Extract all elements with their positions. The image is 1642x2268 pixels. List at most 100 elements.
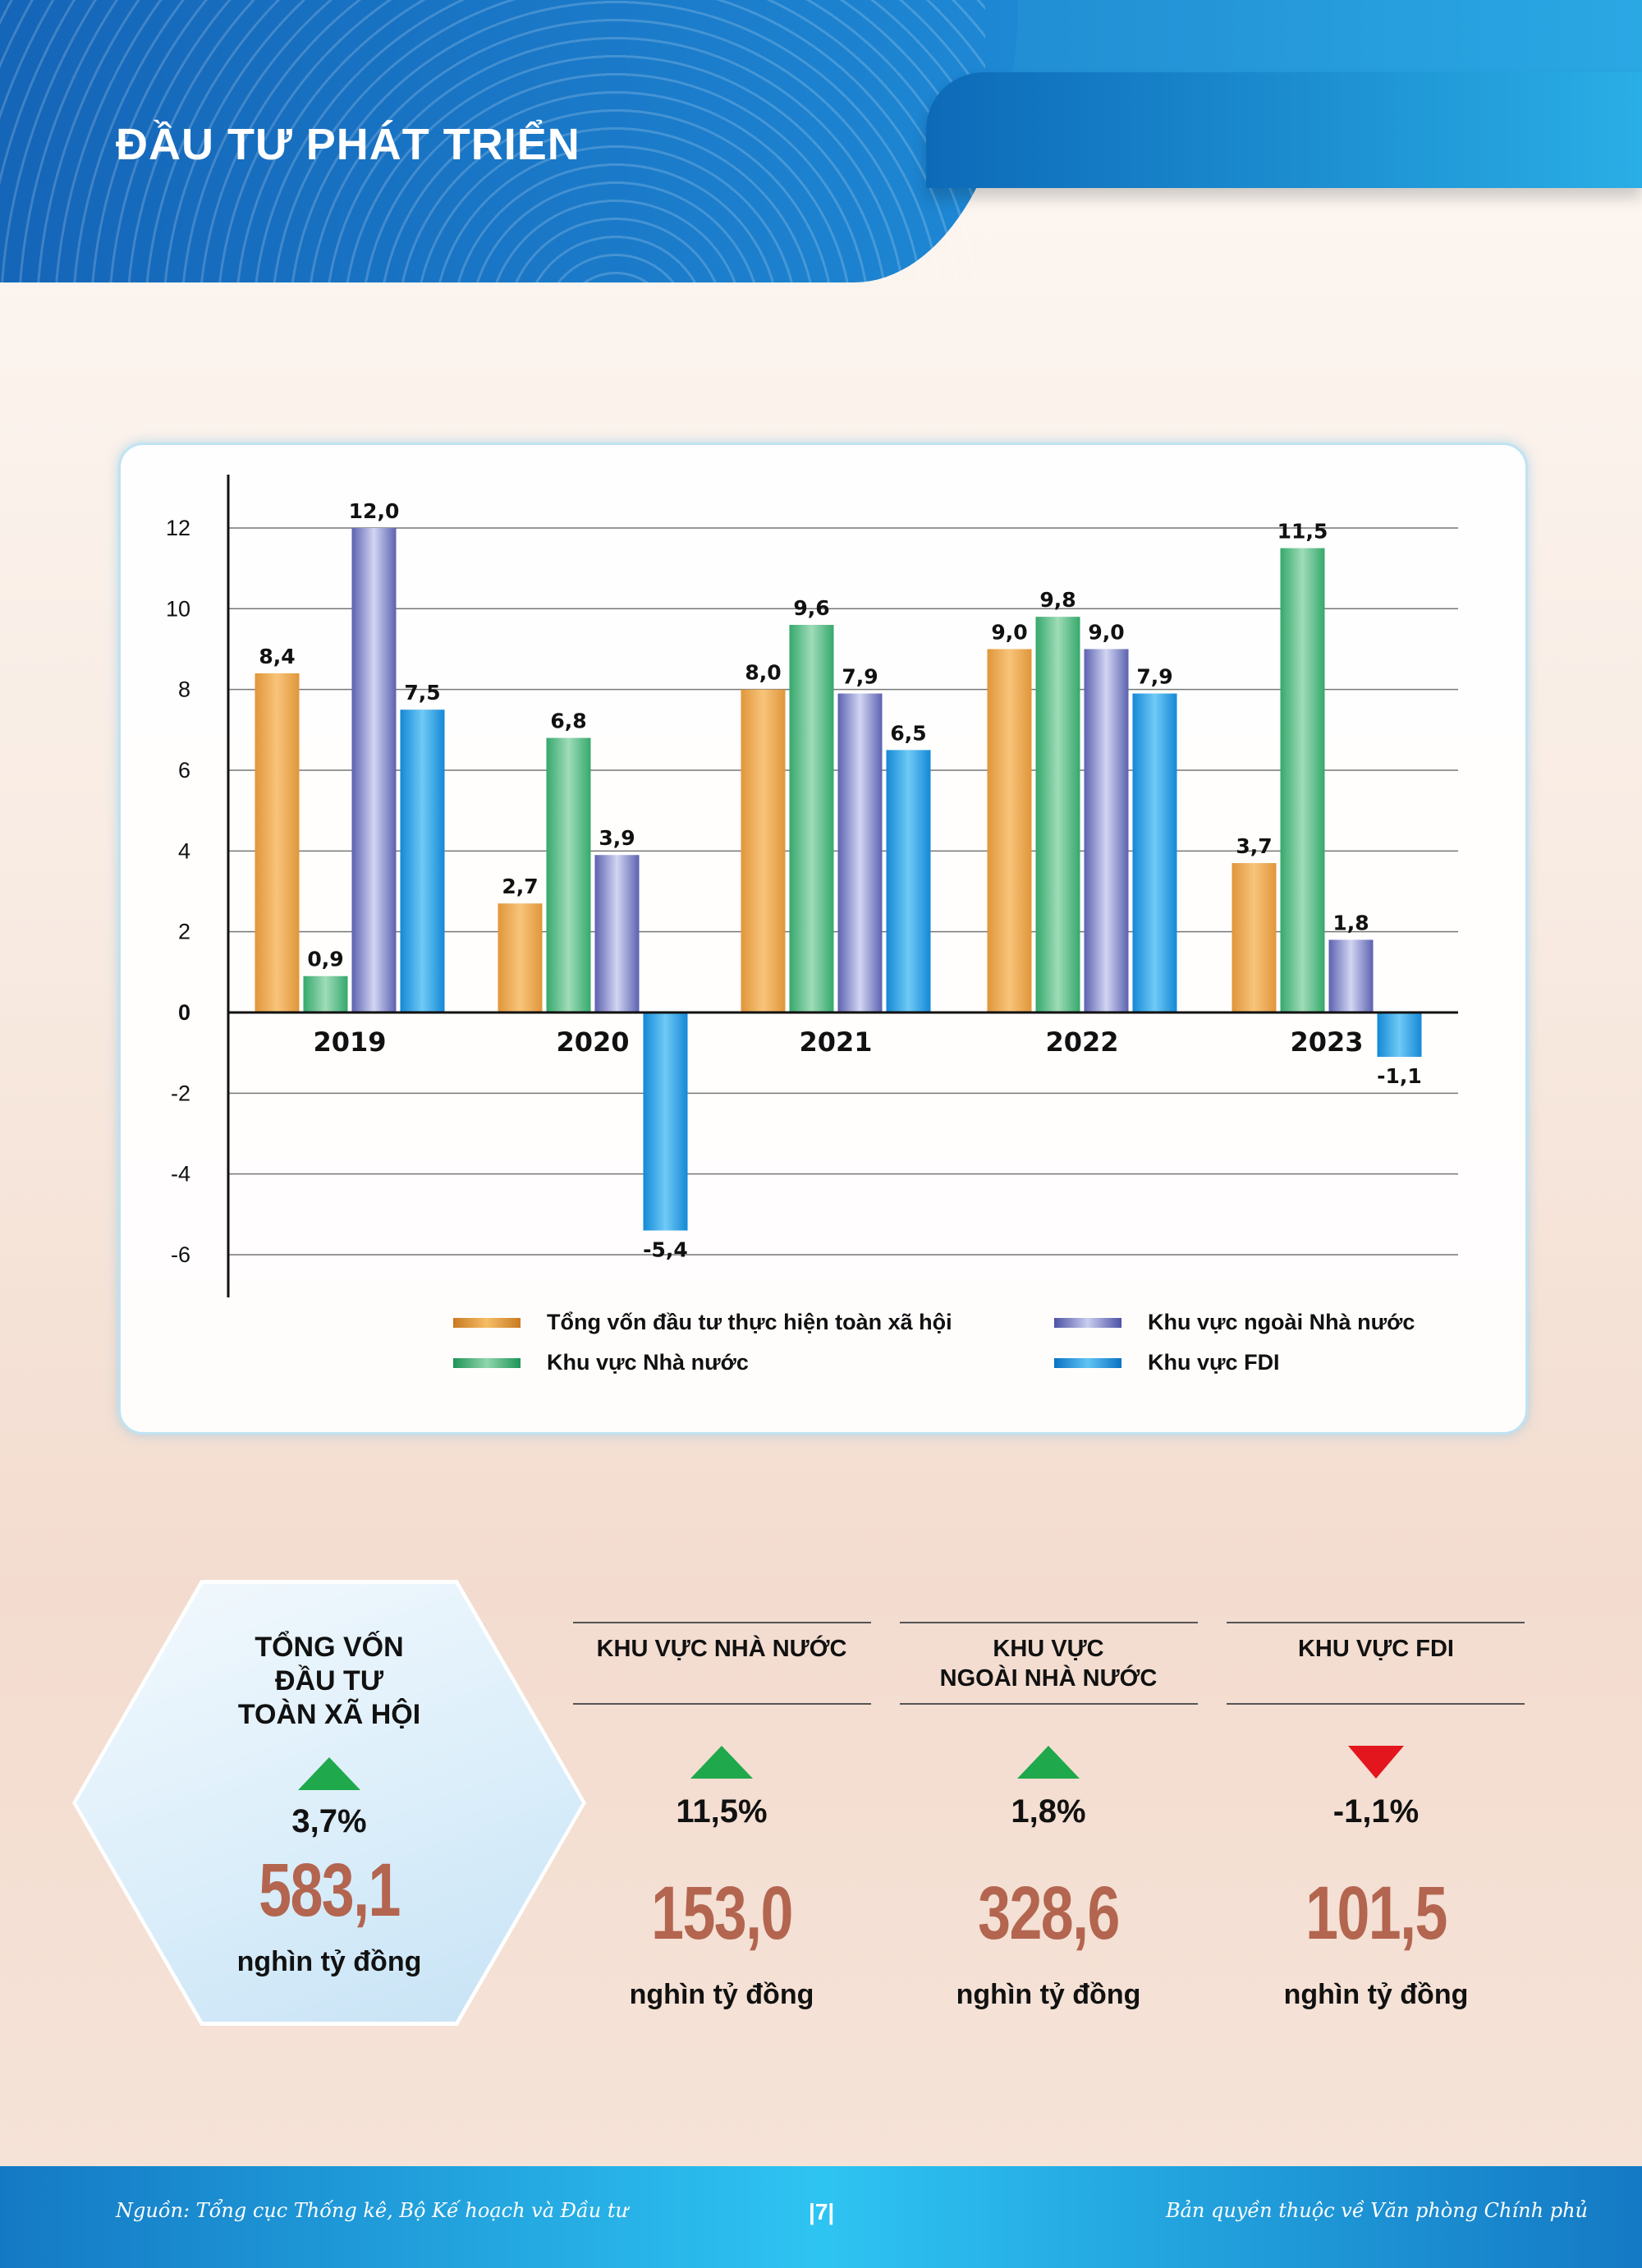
copyright-note: Bản quyền thuộc về Văn phòng Chính phủ xyxy=(1165,2199,1588,2222)
bar xyxy=(886,750,931,1012)
y-tick-label: 4 xyxy=(178,838,190,863)
y-tick-label: 0 xyxy=(178,1000,190,1025)
bar xyxy=(1328,939,1374,1012)
data-label: 0,9 xyxy=(307,948,343,971)
bar xyxy=(351,527,397,1012)
data-label: 2,7 xyxy=(502,875,538,898)
trend-up-icon xyxy=(298,1757,360,1790)
divider xyxy=(900,1622,1198,1623)
y-tick-label: 12 xyxy=(166,516,190,540)
bar xyxy=(498,903,543,1012)
data-label: 8,4 xyxy=(259,645,295,668)
bar xyxy=(1084,649,1129,1012)
data-label: 9,0 xyxy=(1088,620,1124,644)
trend-up-icon xyxy=(1017,1746,1080,1779)
data-label: 12,0 xyxy=(349,499,400,523)
data-label: 3,7 xyxy=(1236,834,1272,858)
bar xyxy=(1132,693,1177,1012)
bar xyxy=(303,976,348,1012)
divider xyxy=(1227,1703,1525,1705)
legend-swatch xyxy=(453,1357,521,1368)
non-state-sector-title: KHU VỰC NGOÀI NHÀ NƯỚC xyxy=(939,1636,1158,1692)
y-tick-label: -4 xyxy=(171,1162,190,1187)
bar xyxy=(789,624,834,1012)
x-tick-label: 2020 xyxy=(556,1026,629,1058)
divider xyxy=(1227,1622,1525,1623)
data-label: 8,0 xyxy=(745,661,781,685)
y-tick-label: -6 xyxy=(171,1242,190,1267)
y-tick-label: 2 xyxy=(178,920,190,944)
data-label: -5,4 xyxy=(643,1238,688,1262)
fdi-value: 101,5 xyxy=(1305,1871,1447,1955)
data-label: 7,9 xyxy=(1136,665,1172,689)
total-title: TỔNG VỐN ĐẦU TƯ TOÀN XÃ HỘI xyxy=(237,1632,421,1730)
fdi-sector-title: KHU VỰC FDI xyxy=(1297,1636,1455,1662)
x-tick-label: 2021 xyxy=(799,1026,872,1058)
data-label: 6,8 xyxy=(550,709,586,733)
data-label: -1,1 xyxy=(1377,1064,1422,1088)
x-tick-label: 2022 xyxy=(1045,1026,1118,1058)
data-label: 3,9 xyxy=(599,826,635,850)
legend-label: Tổng vốn đầu tư thực hiện toàn xã hội xyxy=(547,1310,952,1334)
bar xyxy=(546,737,591,1012)
data-label: 9,6 xyxy=(793,596,829,620)
bar xyxy=(643,1012,688,1231)
legend-item-state: Khu vực Nhà nước xyxy=(453,1350,749,1375)
page-title: ĐẦU TƯ PHÁT TRIỂN xyxy=(116,120,580,169)
state-unit: nghìn tỷ đồng xyxy=(629,1979,814,2010)
drum-pattern-decoration xyxy=(0,0,985,282)
legend-label: Khu vực Nhà nước xyxy=(547,1350,749,1375)
fdi-percent: -1,1% xyxy=(1332,1793,1420,1830)
data-label: 7,9 xyxy=(842,665,878,689)
legend-label: Khu vực FDI xyxy=(1148,1350,1280,1375)
y-tick-label: -2 xyxy=(171,1081,190,1105)
trend-up-icon xyxy=(690,1746,753,1779)
y-tick-label: 6 xyxy=(178,758,190,783)
state-percent: 11,5% xyxy=(676,1793,768,1830)
fdi-unit: nghìn tỷ đồng xyxy=(1283,1979,1469,2010)
legend-label: Khu vực ngoài Nhà nước xyxy=(1148,1310,1415,1334)
non-state-value: 328,6 xyxy=(978,1871,1120,1955)
legend-item-fdi: Khu vực FDI xyxy=(1054,1350,1280,1375)
data-label: 6,5 xyxy=(890,721,926,745)
bar xyxy=(741,689,786,1012)
state-value: 153,0 xyxy=(651,1871,793,1955)
divider xyxy=(900,1703,1198,1705)
bar xyxy=(255,673,300,1012)
legend-item-non-state: Khu vực ngoài Nhà nước xyxy=(1054,1310,1415,1335)
total-unit: nghìn tỷ đồng xyxy=(236,1946,422,1977)
bar xyxy=(987,649,1032,1012)
trend-down-icon xyxy=(1348,1746,1404,1779)
footer: Nguồn: Tổng cục Thống kê, Bộ Kế hoạch và… xyxy=(0,2166,1642,2268)
bar xyxy=(1280,548,1325,1012)
non-state-percent: 1,8% xyxy=(1011,1793,1086,1830)
header-tab-decoration xyxy=(926,72,1642,188)
header-banner: ĐẦU TƯ PHÁT TRIỂN xyxy=(0,0,1642,282)
legend-swatch xyxy=(1054,1357,1121,1368)
divider xyxy=(573,1703,871,1705)
bar xyxy=(1035,617,1080,1012)
non-state-unit: nghìn tỷ đồng xyxy=(956,1979,1141,2010)
total-percent: 3,7% xyxy=(291,1803,367,1839)
state-sector-title: KHU VỰC NHÀ NƯỚC xyxy=(596,1636,847,1662)
data-label: 1,8 xyxy=(1332,911,1369,934)
bar xyxy=(400,709,445,1012)
x-tick-label: 2023 xyxy=(1290,1026,1363,1058)
data-label: 9,0 xyxy=(991,620,1027,644)
legend-item-total: Tổng vốn đầu tư thực hiện toàn xã hội xyxy=(453,1310,952,1335)
data-label: 11,5 xyxy=(1277,520,1328,544)
divider xyxy=(573,1622,871,1623)
bar xyxy=(837,693,883,1012)
legend-swatch xyxy=(1054,1317,1121,1328)
data-label: 9,8 xyxy=(1039,588,1076,612)
bar xyxy=(1377,1012,1422,1058)
bar xyxy=(1232,863,1277,1012)
bar xyxy=(594,855,640,1012)
y-tick-label: 8 xyxy=(178,677,190,702)
data-label: 7,5 xyxy=(404,681,440,705)
source-note: Nguồn: Tổng cục Thống kê, Bộ Kế hoạch và… xyxy=(116,2199,628,2222)
y-tick-label: 10 xyxy=(166,596,190,621)
page-number: |7| xyxy=(809,2199,835,2224)
legend-swatch xyxy=(453,1317,521,1328)
